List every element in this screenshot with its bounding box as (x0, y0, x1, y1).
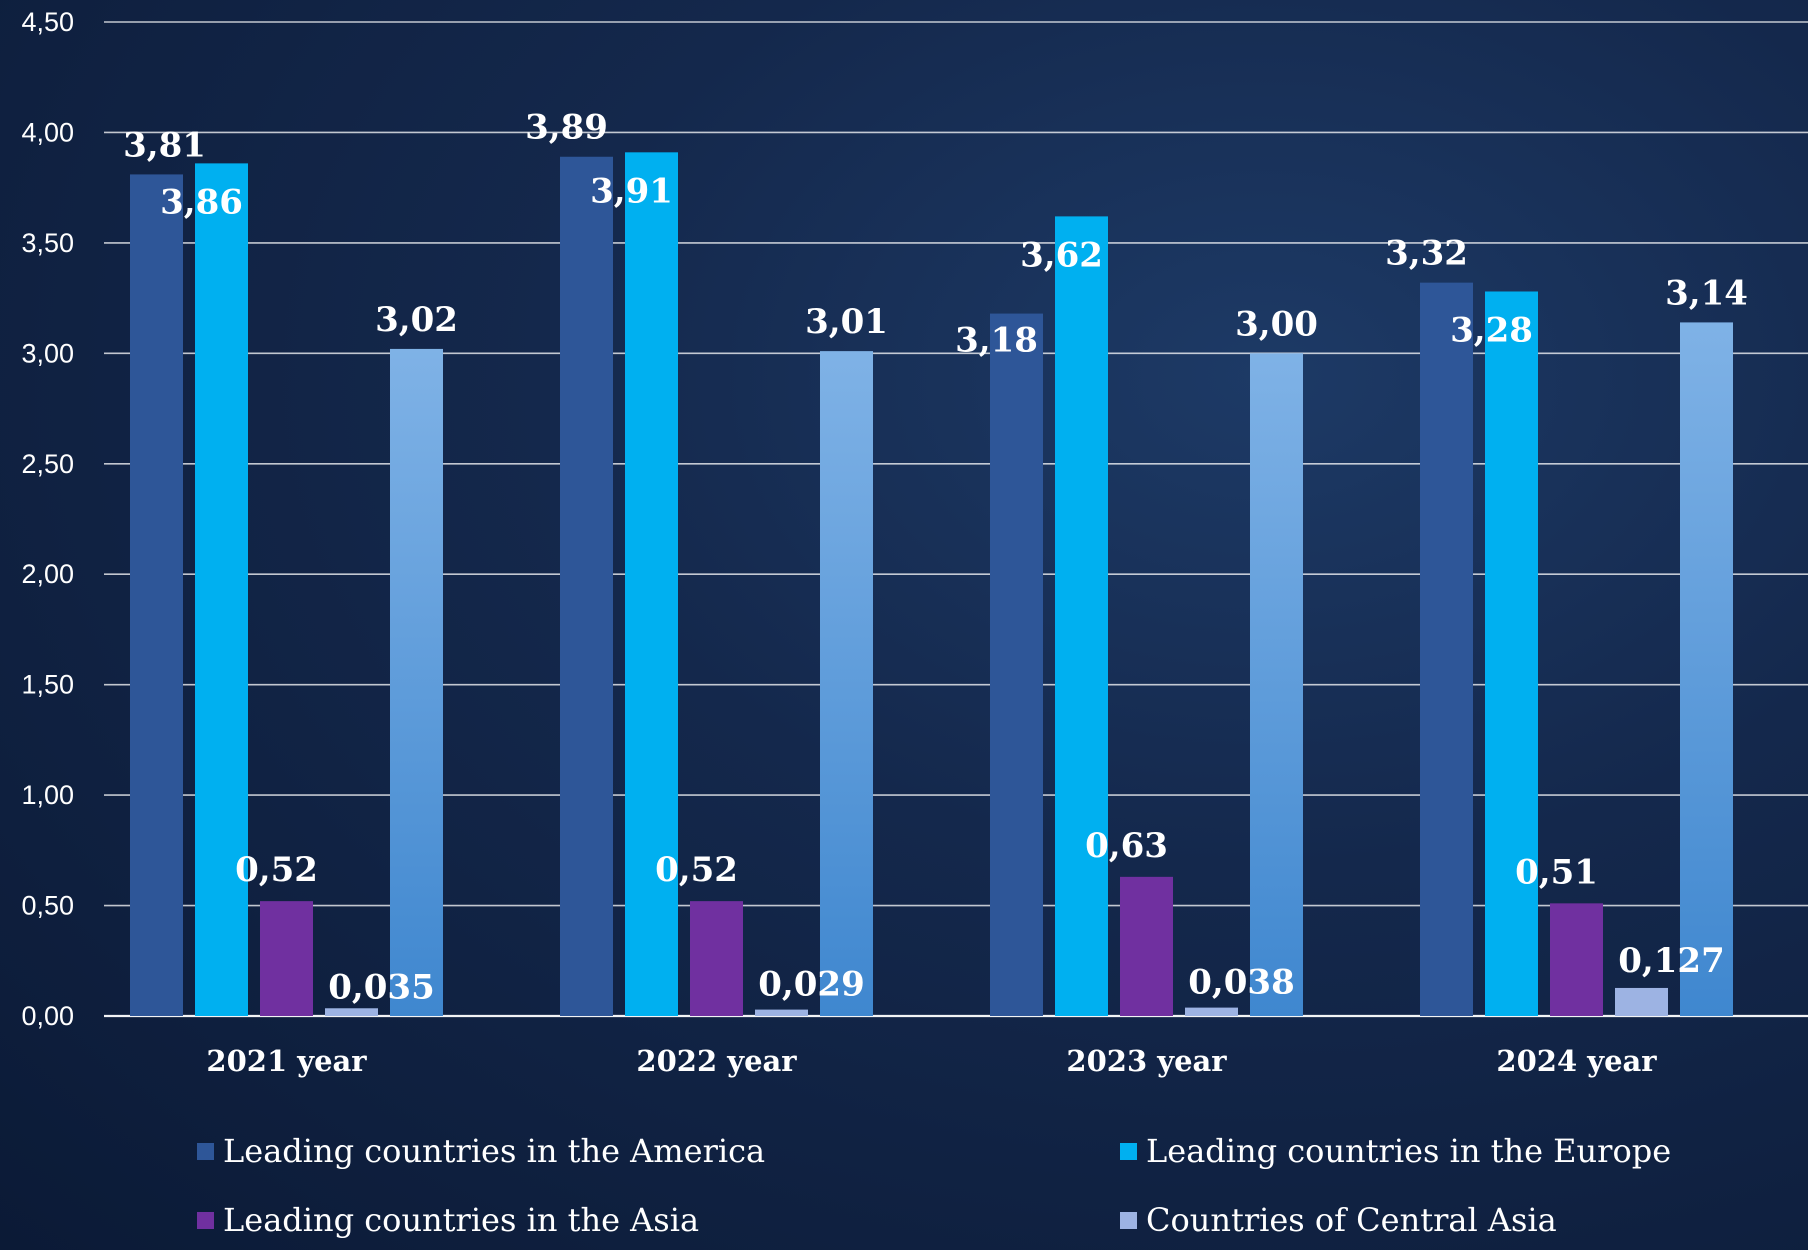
y-tick-label: 4,50 (21, 7, 74, 37)
x-axis-categories: 2021 year 2022 year 2023 year 2024 year (206, 1044, 1657, 1078)
data-label: 0,63 (1085, 826, 1168, 866)
data-label: 3,14 (1665, 273, 1748, 313)
data-label: 3,18 (955, 321, 1038, 361)
data-label: 3,02 (375, 300, 458, 340)
data-label: 0,029 (758, 965, 864, 1005)
bar-2-2024-year (1485, 291, 1538, 1016)
bar-2-2023-year (1055, 216, 1108, 1017)
y-tick-label: 0,00 (21, 1001, 74, 1031)
data-label: 3,28 (1450, 310, 1533, 350)
y-tick-label: 3,00 (21, 338, 74, 368)
bar-2-2022-year (625, 152, 678, 1016)
bar-3-2021-year (260, 901, 313, 1016)
y-axis-ticks: 0,00 0,50 1,00 1,50 2,00 2,50 3,00 3,50 4,00 4,50 (21, 7, 74, 1031)
data-label: 3,89 (525, 108, 608, 148)
y-tick-label: 4,00 (21, 117, 74, 147)
bar-4-2022-year (755, 1009, 808, 1016)
bar-1-2023-year (990, 313, 1043, 1016)
x-category-label: 2024 year (1496, 1044, 1657, 1078)
data-label: 3,01 (805, 302, 888, 342)
y-tick-label: 2,50 (21, 449, 74, 479)
bar-5-2022-year (820, 351, 873, 1016)
data-label: 3,81 (123, 125, 206, 165)
bar-2-2021-year (195, 163, 248, 1016)
bar-3-2024-year (1550, 903, 1603, 1016)
legend-label: Leading countries in the Asia (223, 1201, 699, 1239)
data-label: 3,86 (160, 182, 243, 222)
data-label: 0,52 (235, 850, 318, 890)
bar-3-2023-year (1120, 876, 1173, 1016)
bar-1-2021-year (130, 174, 183, 1016)
bars (130, 152, 1733, 1017)
legend-swatch (1120, 1143, 1137, 1160)
x-category-label: 2021 year (206, 1044, 367, 1078)
data-label: 3,91 (590, 171, 673, 211)
data-label: 3,32 (1385, 234, 1468, 274)
legend-label: Leading countries in the Europe (1146, 1132, 1671, 1170)
bar-1-2022-year (560, 156, 613, 1017)
x-category-label: 2023 year (1066, 1044, 1227, 1078)
data-label: 3,00 (1235, 304, 1318, 344)
bar-3-2022-year (690, 901, 743, 1016)
x-category-label: 2022 year (636, 1044, 797, 1078)
bar-4-2024-year (1615, 987, 1668, 1016)
bar-5-2024-year (1680, 322, 1733, 1016)
data-label: 0,038 (1188, 963, 1294, 1003)
data-label: 0,035 (328, 967, 434, 1007)
y-tick-label: 1,00 (21, 780, 74, 810)
bar-4-2021-year (325, 1008, 378, 1016)
y-tick-label: 1,50 (21, 670, 74, 700)
data-label: 0,127 (1618, 941, 1724, 981)
data-label: 3,62 (1020, 235, 1103, 275)
bar-5-2023-year (1250, 353, 1303, 1016)
bar-1-2024-year (1420, 282, 1473, 1016)
legend-swatch (1120, 1212, 1137, 1229)
legend-swatch (197, 1212, 214, 1229)
legend: Leading countries in the America Leading … (197, 1132, 1671, 1239)
legend-swatch (197, 1143, 214, 1160)
data-labels: 3,81 3,89 3,18 3,32 3,86 3,91 3,62 3,28 0,52 0,52… (123, 108, 1748, 1008)
y-tick-label: 0,50 (21, 891, 74, 921)
legend-label: Leading countries in the America (223, 1132, 765, 1170)
bar-4-2023-year (1185, 1007, 1238, 1016)
bar-5-2021-year (390, 348, 443, 1017)
gridlines (104, 21, 1808, 1018)
data-label: 0,52 (655, 850, 738, 890)
legend-label: Countries of Central Asia (1146, 1201, 1557, 1239)
y-tick-label: 2,00 (21, 559, 74, 589)
y-tick-label: 3,50 (21, 228, 74, 258)
data-label: 0,51 (1515, 852, 1598, 892)
